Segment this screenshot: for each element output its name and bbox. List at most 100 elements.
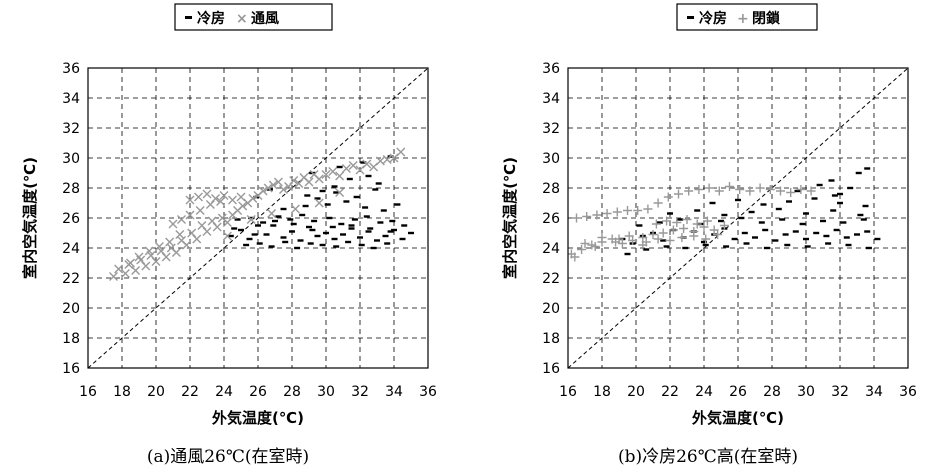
x-tick-label: 30 xyxy=(797,384,815,400)
data-point-dash xyxy=(255,224,261,227)
data-point-x xyxy=(182,240,192,250)
diagonal-line-b xyxy=(567,67,909,369)
x-tick-label: 34 xyxy=(865,384,883,400)
data-point-plus xyxy=(702,216,712,226)
data-point-dash xyxy=(741,231,748,235)
data-point-plus xyxy=(653,234,663,244)
data-point-dash xyxy=(779,218,786,221)
data-point-dash xyxy=(399,237,406,241)
data-point-dash xyxy=(857,213,864,217)
x-tick-label: 18 xyxy=(593,384,611,400)
data-point-dash xyxy=(260,221,267,224)
data-point-dash xyxy=(353,195,360,199)
data-point-x xyxy=(258,186,268,196)
data-point-dash xyxy=(723,245,730,248)
x-tick-label: 32 xyxy=(351,384,369,400)
data-point-dash xyxy=(299,213,306,217)
data-point-plus xyxy=(701,234,711,244)
data-point-x xyxy=(382,155,392,164)
data-point-x xyxy=(335,188,345,197)
data-point-dash xyxy=(370,246,377,250)
data-point-plus xyxy=(689,231,699,241)
data-point-dash xyxy=(843,236,850,239)
data-point-dash xyxy=(360,161,367,164)
data-point-x xyxy=(194,192,203,202)
diagonal-line-a xyxy=(87,67,429,369)
data-point-dash xyxy=(677,218,684,221)
data-point-plus xyxy=(684,186,694,196)
data-point-dash xyxy=(656,221,663,224)
y-tick-label: 36 xyxy=(542,61,560,77)
data-point-dash xyxy=(362,206,369,209)
data-point-dash xyxy=(304,194,311,197)
x-tick-label: 22 xyxy=(181,384,199,400)
data-point-dash xyxy=(718,219,724,223)
data-point-x xyxy=(328,167,338,176)
data-point-x xyxy=(114,264,124,274)
data-point-dash xyxy=(290,222,297,226)
data-point-dash xyxy=(833,228,840,232)
data-point-dash xyxy=(294,246,301,250)
y-tick-label: 28 xyxy=(542,181,560,197)
data-point-x xyxy=(219,191,229,200)
data-point-plus xyxy=(611,237,621,247)
x-axis-title-b: 外気温度(℃) xyxy=(691,409,784,427)
data-point-dash xyxy=(384,242,391,245)
data-point-x xyxy=(154,242,164,251)
data-point-x xyxy=(185,195,195,205)
y-tick-label: 20 xyxy=(62,301,80,317)
data-point-dash xyxy=(763,246,770,250)
data-point-dash xyxy=(864,230,871,233)
data-point-dash xyxy=(297,239,304,242)
data-point-dash xyxy=(367,227,374,230)
data-point-dash xyxy=(336,165,343,169)
x-tick-label: 32 xyxy=(831,384,849,400)
data-point-x xyxy=(175,230,185,239)
x-tick-label: 36 xyxy=(419,384,437,400)
data-point-plus xyxy=(577,245,587,254)
data-point-dash xyxy=(358,243,365,247)
data-point-dash xyxy=(323,231,329,235)
data-point-dash xyxy=(365,230,372,233)
data-point-dash xyxy=(813,231,820,235)
y-tick-labels-a: 16 18 20 22 24 26 28 30 32 34 36 xyxy=(62,61,80,377)
data-point-x xyxy=(263,183,273,193)
data-point-dash xyxy=(865,246,872,250)
data-point-dash xyxy=(660,239,667,242)
data-point-x xyxy=(216,197,226,206)
legend-box-a xyxy=(174,3,333,31)
data-point-dash xyxy=(408,231,414,235)
data-point-dash xyxy=(820,219,826,223)
data-point-plus xyxy=(663,192,673,202)
x-tick-label: 18 xyxy=(113,384,131,400)
legend-marker-dash-a xyxy=(185,16,192,19)
data-point-dash xyxy=(319,243,326,247)
y-tick-label: 24 xyxy=(542,241,560,257)
data-point-plus xyxy=(570,252,580,262)
x-axis-title-a: 外気温度(℃) xyxy=(211,409,304,427)
x-tick-label: 20 xyxy=(147,384,165,400)
caption-a: (a)通風26℃(在室時) xyxy=(147,447,309,467)
data-point-dash xyxy=(682,246,689,250)
data-point-dash xyxy=(272,219,278,223)
data-point-x xyxy=(109,272,118,281)
data-point-dash xyxy=(309,228,316,232)
data-point-dash xyxy=(374,239,380,242)
x-tick-label: 30 xyxy=(317,384,335,400)
data-point-x xyxy=(268,180,278,190)
data-point-x xyxy=(335,171,345,181)
data-point-plus xyxy=(572,213,581,223)
x-tick-label: 20 xyxy=(627,384,645,400)
data-point-plus xyxy=(786,188,796,197)
data-point-dash xyxy=(333,191,340,194)
data-point-plus xyxy=(694,185,704,194)
data-point-dash xyxy=(280,236,287,239)
y-tick-label: 24 xyxy=(62,241,80,257)
data-point-dash xyxy=(758,221,765,224)
data-point-dash xyxy=(738,216,745,220)
data-point-x xyxy=(396,147,406,157)
data-point-dash xyxy=(854,233,860,236)
data-point-plus xyxy=(624,231,634,241)
data-point-dash xyxy=(874,237,881,241)
